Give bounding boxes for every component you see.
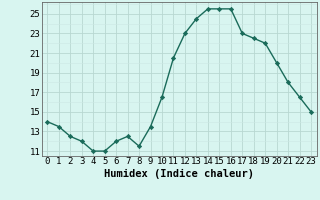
X-axis label: Humidex (Indice chaleur): Humidex (Indice chaleur) (104, 169, 254, 179)
